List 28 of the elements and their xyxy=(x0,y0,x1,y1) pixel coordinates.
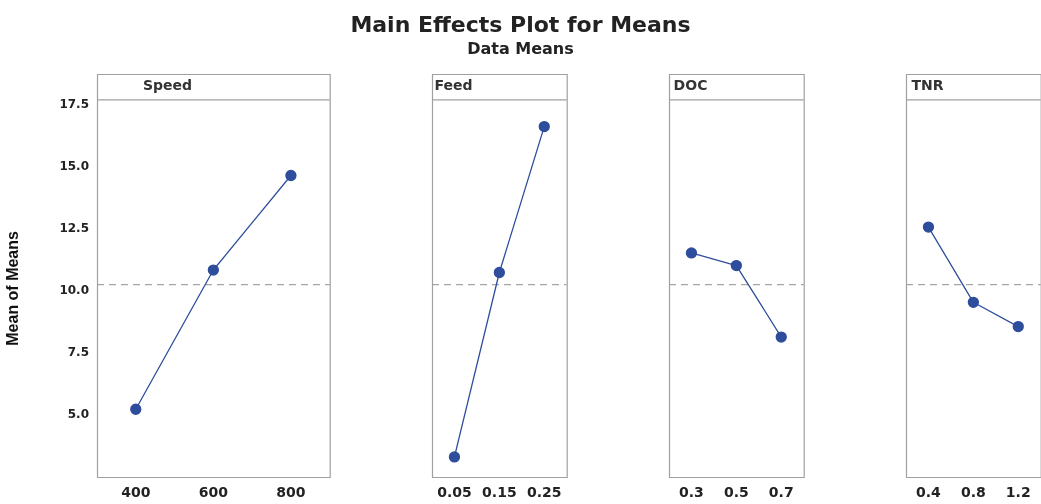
point xyxy=(207,264,219,276)
chart-title: Feed xyxy=(434,77,473,94)
chart-title: TNR xyxy=(911,77,944,94)
y-tick-label: 7.5 xyxy=(67,345,89,360)
chart-title: DOC xyxy=(673,77,708,94)
y-tick-label: 15.0 xyxy=(59,158,89,173)
x-tick-label: 800 xyxy=(276,484,306,501)
x-tick-label: 600 xyxy=(198,484,229,501)
y-tick-label: 5.0 xyxy=(67,407,89,422)
point xyxy=(130,403,142,415)
chart-title: Speed xyxy=(142,77,193,94)
y-axis-title: Mean of Means xyxy=(4,230,22,346)
x-tick-label: 0.15 xyxy=(482,484,517,501)
x-tick-label: 0.5 xyxy=(723,484,749,501)
x-tick-label: 0.3 xyxy=(679,484,704,501)
text: Main Effects Plot for Means xyxy=(349,12,692,37)
x-tick-label: 1.2 xyxy=(1005,484,1031,501)
x-tick-label: 0.4 xyxy=(916,484,942,501)
x-tick-label: 0.7 xyxy=(768,484,794,501)
y-tick-label: 12.5 xyxy=(59,220,89,235)
text: Data Means xyxy=(466,39,575,58)
point xyxy=(285,169,297,182)
x-tick-label: 0.8 xyxy=(960,484,986,501)
x-tick-label: 400 xyxy=(121,484,151,501)
y-tick-label: 17.5 xyxy=(59,96,89,111)
x-tick-label: 0.05 xyxy=(437,484,472,501)
y-tick-label: 10.0 xyxy=(59,283,89,298)
x-tick-label: 0.25 xyxy=(526,484,562,501)
